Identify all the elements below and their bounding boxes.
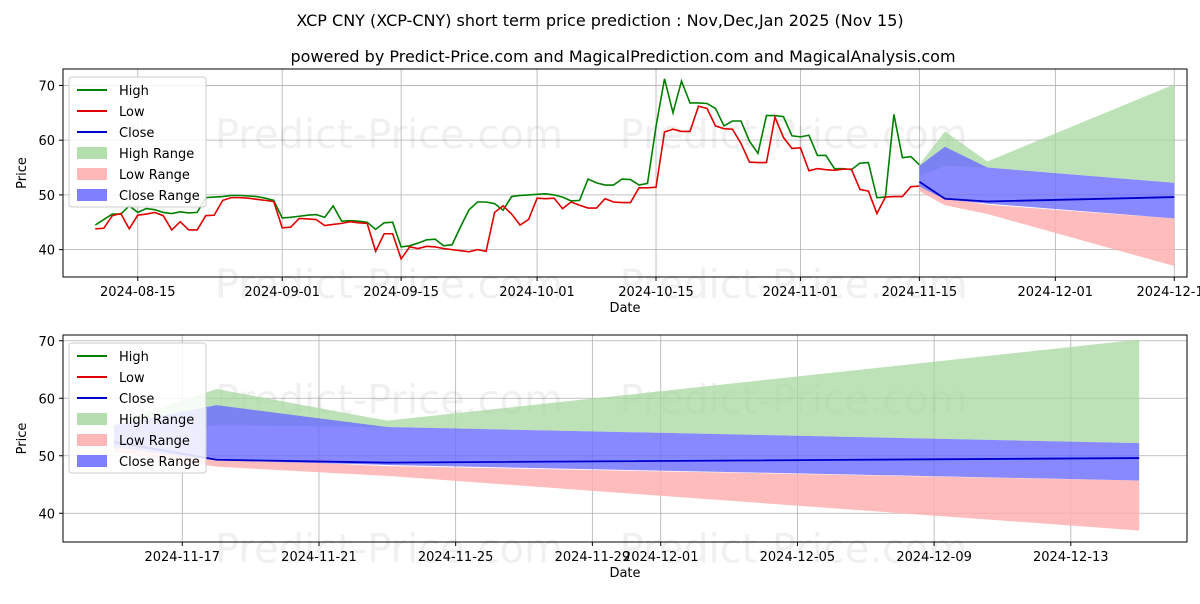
x-tick-label: 2024-12-09 [896,550,972,565]
legend-swatch-patch [77,455,107,467]
watermark-text: Predict-Price.com [215,527,563,573]
legend-swatch-patch [77,147,107,159]
y-tick-label: 70 [38,335,55,350]
legend-label: High Range [119,413,194,428]
x-tick-label: 2024-11-17 [144,550,220,565]
watermark-text: Predict-Price.com [215,262,563,308]
plot-frame [62,68,1188,278]
x-tick-label: 2024-09-15 [363,285,439,300]
watermark-text: Predict-Price.com [620,112,968,158]
watermark-text: Predict-Price.com [215,112,563,158]
legend-label: Low [119,371,145,386]
legend-swatch-patch [77,168,107,180]
high-range-band [919,84,1175,183]
x-tick-label: 2024-11-15 [882,285,958,300]
plot-frame [62,334,1188,543]
x-tick-label: 2024-11-21 [281,550,357,565]
x-tick-label: 2024-12-01 [1018,285,1094,300]
x-tick-label: 2024-12-13 [1033,550,1109,565]
x-tick-label: 2024-10-15 [618,285,694,300]
x-tick-label: 2024-12-15 [1136,285,1200,300]
legend-swatch-patch [77,434,107,446]
legend: High Low Close High Range Low Range Close Ran… [68,342,207,474]
y-tick-label: 70 [38,79,55,94]
plot-area [94,78,1175,267]
legend-label: High [119,350,149,365]
x-tick-label: 2024-09-01 [244,285,320,300]
x-axis-label: Date [609,566,640,581]
y-tick-label: 50 [38,189,55,204]
low-range-band [113,447,1140,531]
x-tick-label: 2024-12-05 [760,550,836,565]
legend-swatch-patch [77,189,107,201]
y-axis-label: Price [15,157,30,189]
watermark-text: Predict-Price.com [620,262,968,308]
legend-label: Low Range [119,168,190,183]
legend-label: Low Range [119,434,190,449]
x-tick-label: 2024-10-01 [499,285,575,300]
x-tick-label: 2024-11-01 [763,285,839,300]
legend-label: High Range [119,147,194,162]
close-series-line [918,181,1175,203]
low-range-band [919,186,1175,267]
legend-label: Close Range [119,189,200,204]
legend-label: Close [119,126,154,141]
legend-label: Close Range [119,455,200,470]
y-tick-label: 60 [38,134,55,149]
chart-subtitle: powered by Predict-Price.com and Magical… [290,47,955,66]
y-tick-label: 60 [38,392,55,407]
low-series-line [95,105,920,261]
legend: High Low Close High Range Low Range Close Ran… [68,76,207,208]
y-tick-label: 40 [38,244,55,259]
x-tick-label: 2024-12-01 [623,550,699,565]
x-tick-label: 2024-11-25 [418,550,494,565]
legend-swatch-patch [77,413,107,425]
y-tick-label: 50 [38,450,55,465]
legend-label: Low [119,105,145,120]
high-series-line [94,78,920,248]
x-tick-label: 2024-08-15 [100,285,176,300]
x-tick-label: 2024-11-29 [555,550,631,565]
top-chart-panel: Predict-Price.com Predict-Price.com Predic… [15,68,1200,316]
chart-title: XCP CNY (XCP-CNY) short term price predi… [296,11,903,30]
legend-label: High [119,84,149,99]
legend-label: Close [119,392,154,407]
watermark-text: Predict-Price.com [620,527,968,573]
x-axis-label: Date [609,301,640,316]
y-axis-label: Price [15,423,30,455]
plot-area [113,339,1140,531]
y-tick-label: 40 [38,507,55,522]
high-range-band [113,339,1140,444]
